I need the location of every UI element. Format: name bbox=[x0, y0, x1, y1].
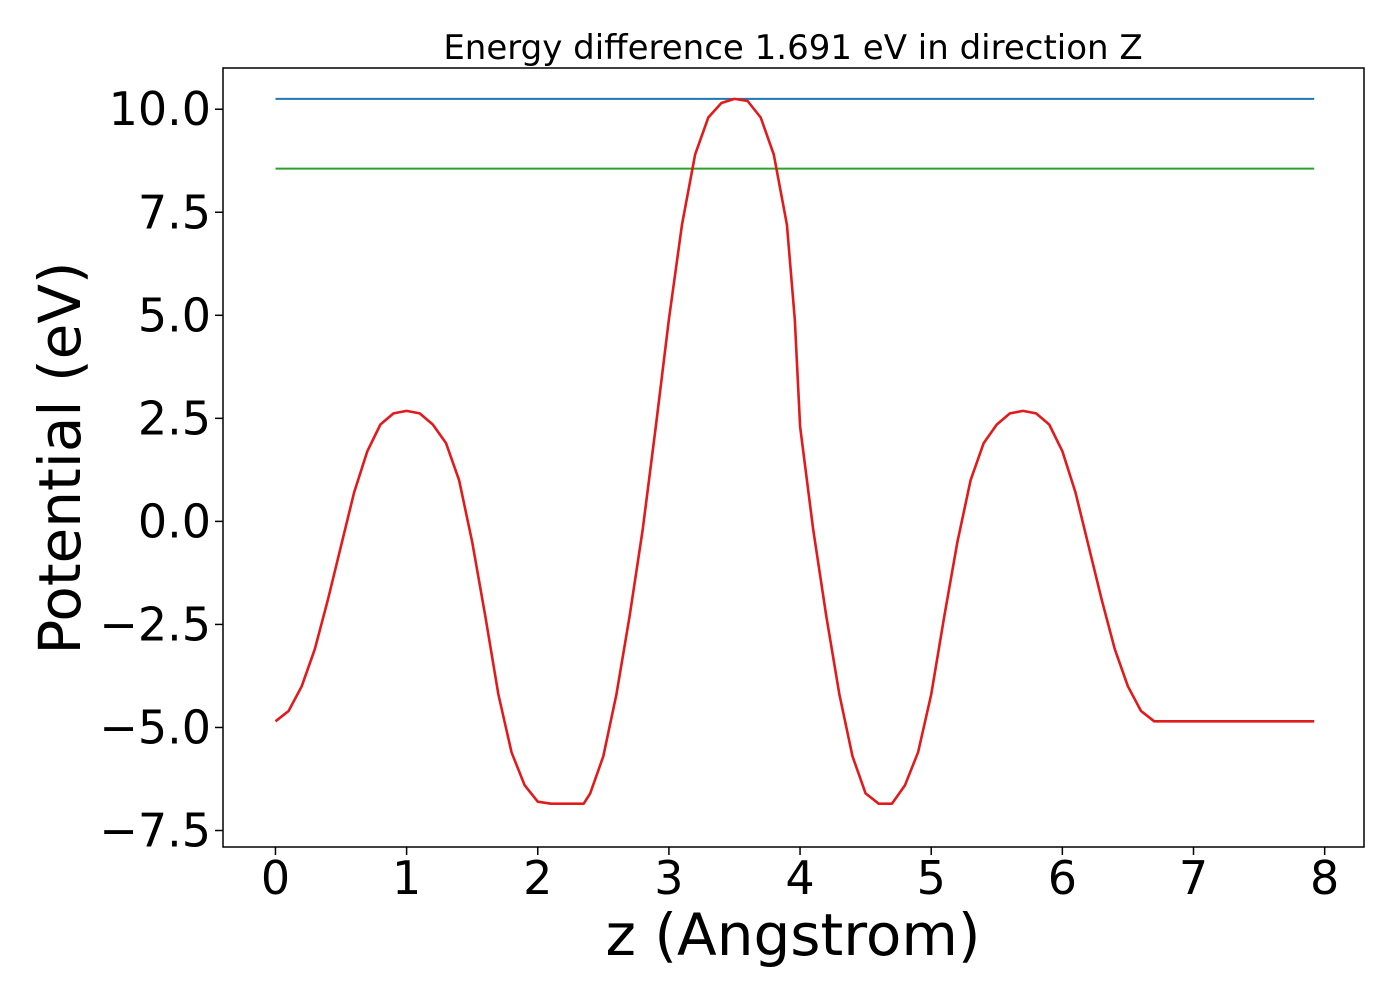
x-tick-label: 2 bbox=[523, 851, 552, 905]
y-tick-label: 0.0 bbox=[138, 494, 211, 548]
x-tick-label: 4 bbox=[785, 851, 814, 905]
y-tick-label: −5.0 bbox=[99, 700, 211, 754]
x-tick-label: 5 bbox=[917, 851, 946, 905]
y-axis-title: Potential (eV) bbox=[26, 261, 94, 654]
y-axis: −7.5 −5.0 −2.5 0.0 2.5 5.0 7.5 10.0 bbox=[99, 82, 223, 858]
chart-title: Energy difference 1.691 eV in direction … bbox=[443, 28, 1142, 68]
x-tick-label: 7 bbox=[1179, 851, 1208, 905]
y-tick-label: 2.5 bbox=[138, 391, 211, 445]
y-tick-label: 10.0 bbox=[109, 82, 211, 136]
x-tick-label: 0 bbox=[261, 851, 290, 905]
x-tick-label: 6 bbox=[1048, 851, 1077, 905]
x-tick-label: 3 bbox=[654, 851, 683, 905]
x-axis: 0 1 2 3 4 5 6 7 8 bbox=[261, 847, 1339, 905]
y-tick-label: 7.5 bbox=[138, 185, 211, 239]
plot-frame bbox=[222, 67, 1365, 848]
series-line-3 bbox=[274, 97, 1315, 806]
series-layer bbox=[274, 97, 1315, 806]
y-tick-label: 5.0 bbox=[138, 288, 211, 342]
x-tick-label: 1 bbox=[392, 851, 421, 905]
x-axis-title: z (Angstrom) bbox=[606, 901, 981, 969]
x-tick-label: 8 bbox=[1310, 851, 1339, 905]
y-tick-label: −2.5 bbox=[99, 597, 211, 651]
y-tick-label: −7.5 bbox=[99, 804, 211, 858]
